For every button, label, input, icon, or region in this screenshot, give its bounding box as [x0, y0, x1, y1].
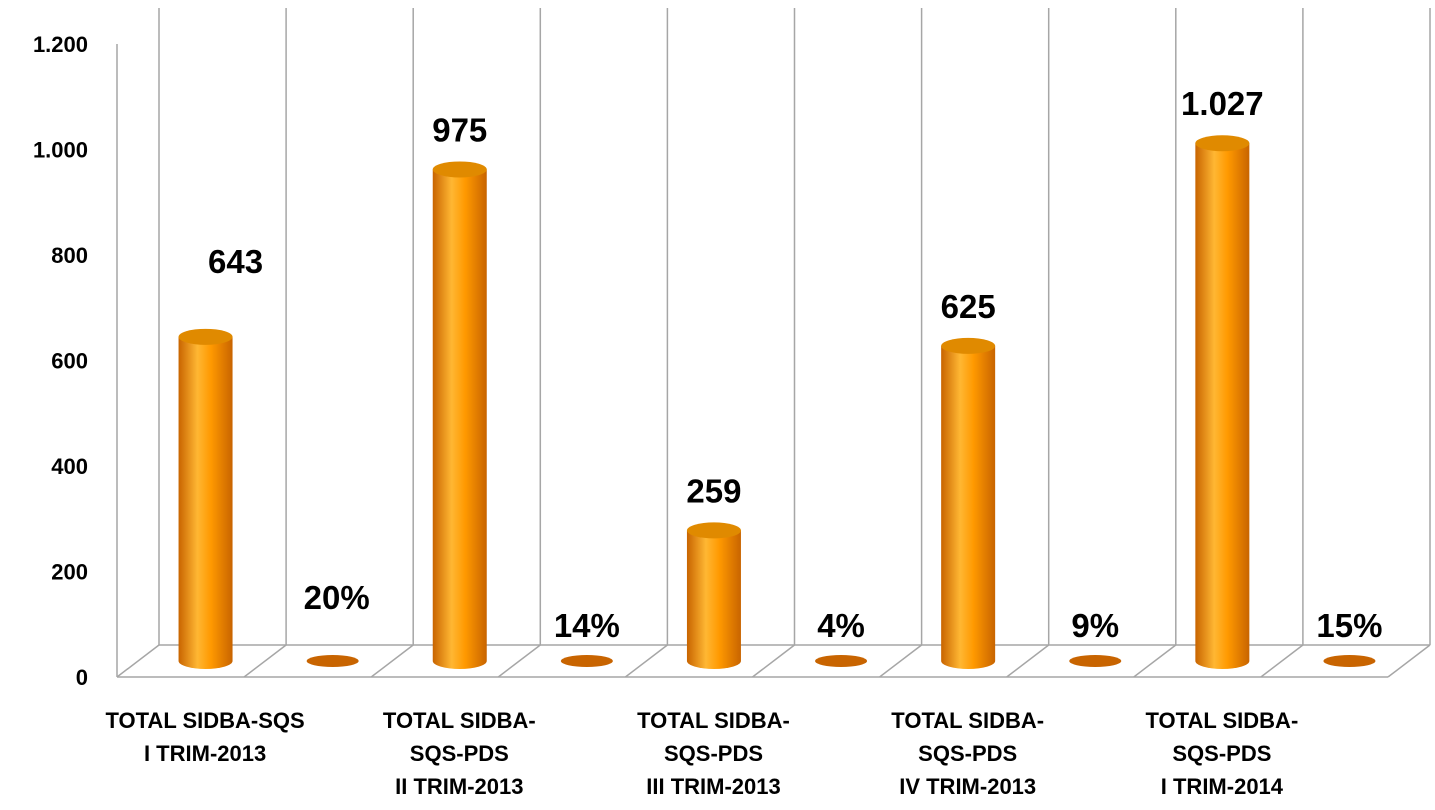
percent-label: 9% [1071, 607, 1119, 644]
y-axis: 0 200 400 600 800 1.000 1.200 [33, 32, 118, 690]
category-label-line: I TRIM-2014 [1161, 774, 1284, 799]
y-tick-label: 1.000 [33, 138, 88, 163]
category-label: TOTAL SIDBA- SQS-PDS III TRIM-2013 [637, 708, 790, 799]
y-tick-label: 1.200 [33, 32, 88, 57]
floor-gridline [1387, 644, 1431, 678]
percent-label: 20% [304, 579, 370, 616]
percent-label: 4% [817, 607, 865, 644]
floor-gridline [879, 644, 923, 678]
floor-gridline [243, 644, 287, 678]
category-label: TOTAL SIDBA- SQS-PDS IV TRIM-2013 [891, 708, 1044, 799]
category-label-line: SQS-PDS [1172, 741, 1271, 766]
percent-bar [306, 655, 359, 667]
bar-top [178, 328, 233, 345]
data-label: 259 [686, 472, 741, 509]
floor-gridline [116, 644, 160, 678]
percent-bar [1069, 655, 1122, 667]
data-label: 1.027 [1181, 85, 1264, 122]
bar-body [432, 169, 487, 669]
bar [178, 328, 233, 669]
bar-top [432, 161, 487, 178]
category-label-line: SQS-PDS [664, 741, 763, 766]
category-label: TOTAL SIDBA- SQS-PDS I TRIM-2014 [1146, 708, 1299, 799]
percent-bar [560, 655, 613, 667]
category-label-line: TOTAL SIDBA- [891, 708, 1044, 733]
bar [686, 522, 741, 669]
category-label-line: TOTAL SIDBA-SQS [105, 708, 304, 733]
bar-top [941, 337, 996, 354]
bar-body [686, 530, 741, 669]
y-tick-label: 800 [51, 243, 88, 268]
category-label-line: IV TRIM-2013 [899, 774, 1036, 799]
percent-label: 14% [554, 607, 620, 644]
floor-gridline [497, 644, 541, 678]
bar-body [178, 336, 233, 669]
percent-bar [815, 655, 868, 667]
category-label-line: TOTAL SIDBA- [637, 708, 790, 733]
category-label-line: TOTAL SIDBA- [383, 708, 536, 733]
category-label: TOTAL SIDBA- SQS-PDS II TRIM-2013 [383, 708, 536, 799]
category-label: TOTAL SIDBA-SQS I TRIM-2013 [105, 708, 304, 766]
data-label: 643 [208, 243, 263, 280]
data-label: 625 [941, 288, 996, 325]
bar-top [1195, 135, 1250, 152]
bar [432, 161, 487, 669]
category-label-line: SQS-PDS [410, 741, 509, 766]
category-label-line: II TRIM-2013 [395, 774, 523, 799]
data-label: 975 [432, 111, 487, 148]
percent-label: 15% [1316, 607, 1382, 644]
floor-gridline [624, 644, 668, 678]
y-tick-label: 400 [51, 454, 88, 479]
floor-gridline [1006, 644, 1050, 678]
bar [941, 337, 996, 669]
category-label-line: I TRIM-2013 [144, 741, 266, 766]
category-label-line: SQS-PDS [918, 741, 1017, 766]
bar-body [941, 345, 996, 669]
bars [178, 135, 1376, 670]
floor-gridline [752, 644, 795, 678]
floor-gridline [370, 644, 414, 678]
floor-gridline [1133, 644, 1177, 678]
y-tick-label: 0 [76, 665, 88, 690]
y-tick-label: 200 [51, 560, 88, 585]
bar [1195, 135, 1250, 670]
bar-top [686, 522, 741, 539]
bar-body [1195, 143, 1250, 670]
y-tick-label: 600 [51, 349, 88, 374]
data-labels: 643 20% 975 14% 259 4% 625 9% 1.027 15% [208, 85, 1382, 644]
category-label-line: TOTAL SIDBA- [1146, 708, 1299, 733]
floor-gridline [1260, 644, 1304, 678]
percent-bar [1323, 655, 1376, 667]
category-label-line: III TRIM-2013 [646, 774, 780, 799]
